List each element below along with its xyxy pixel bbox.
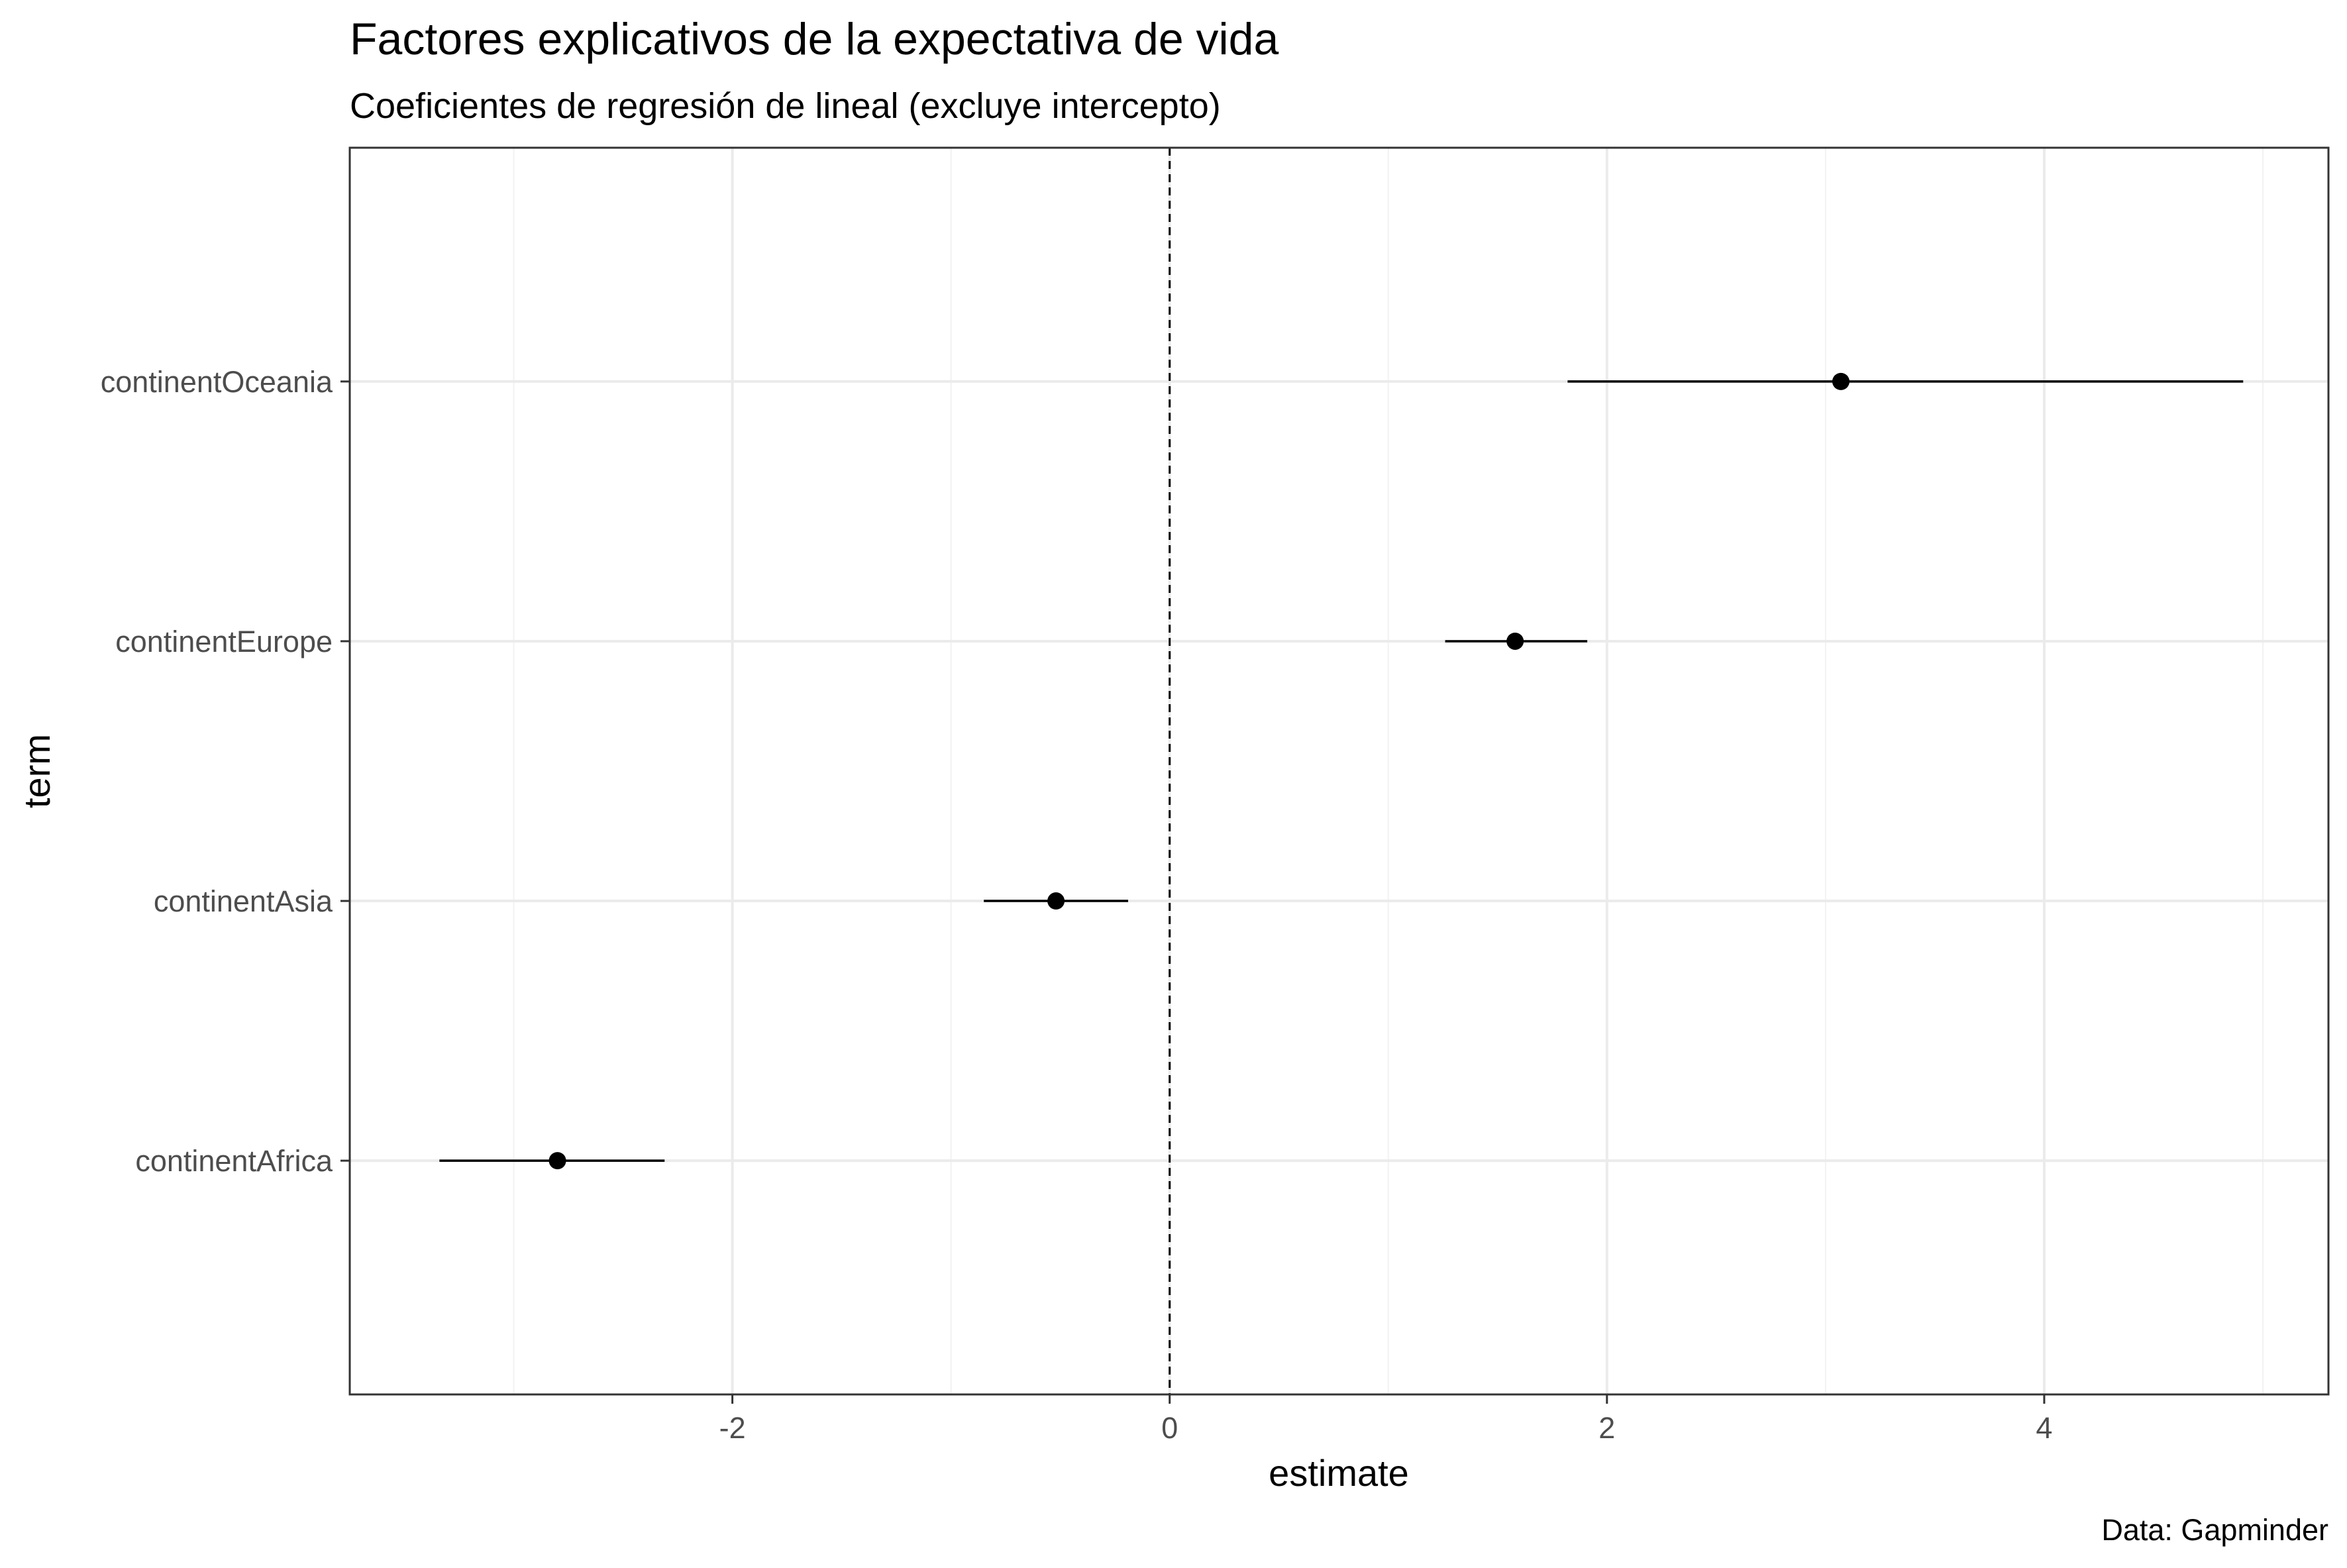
x-tick-label: 2 xyxy=(1598,1411,1615,1445)
x-tick-label: 0 xyxy=(1161,1411,1178,1445)
point-continentAfrica xyxy=(548,1152,566,1170)
chart-caption: Data: Gapminder xyxy=(2101,1513,2328,1547)
grid xyxy=(350,148,2328,1394)
x-tick-label: 4 xyxy=(2036,1411,2052,1445)
y-tick-label: continentAsia xyxy=(154,884,333,918)
x-axis-title: estimate xyxy=(1269,1452,1409,1494)
panel-border xyxy=(348,146,2330,1396)
chart-subtitle: Coeficientes de regresión de lineal (exc… xyxy=(350,86,1221,126)
y-tick-label: continentOceania xyxy=(101,365,333,399)
x-axis: -2 0 2 4 xyxy=(719,1394,2052,1445)
point-continentAsia xyxy=(1047,892,1065,910)
y-tick-label: continentEurope xyxy=(115,625,333,658)
chart-title: Factores explicativos de la expectativa … xyxy=(350,14,1278,64)
point-continentEurope xyxy=(1506,632,1524,650)
y-tick-label: continentAfrica xyxy=(135,1144,333,1178)
marks xyxy=(439,372,2244,1170)
y-axis-title: term xyxy=(16,734,58,808)
x-tick-label: -2 xyxy=(719,1411,746,1445)
y-axis: continentAfrica continentAsia continentEur… xyxy=(101,365,350,1178)
point-continentOceania xyxy=(1832,372,1850,390)
